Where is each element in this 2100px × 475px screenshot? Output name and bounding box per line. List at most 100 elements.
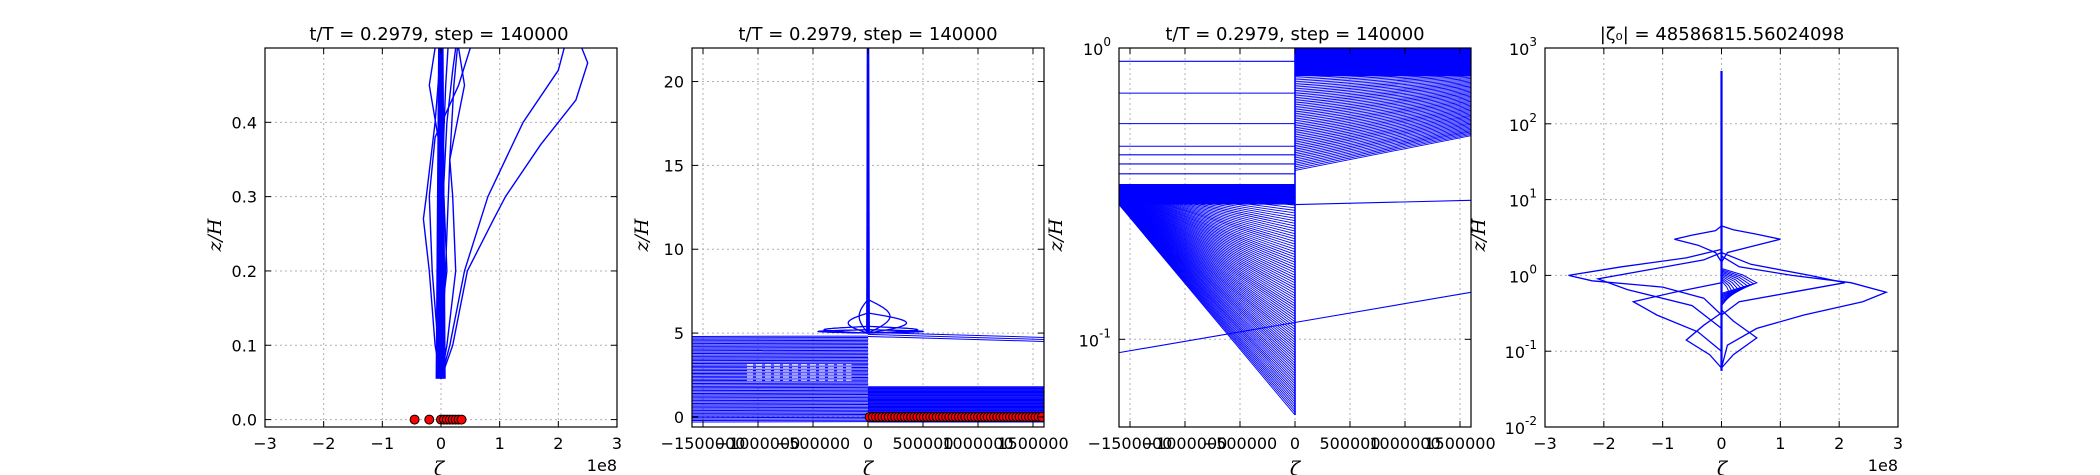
fan-line <box>1119 191 1296 273</box>
fan-block <box>1119 184 1295 205</box>
y-tick-exponent: 0 <box>1529 262 1537 276</box>
x-tick-label: 0 <box>863 434 873 453</box>
y-tick-label: 5 <box>674 324 684 343</box>
fan-line <box>1294 79 1471 93</box>
data-point <box>456 414 467 425</box>
fan-line <box>1294 118 1471 148</box>
profile-line <box>442 48 446 379</box>
fan-line <box>1294 122 1471 154</box>
fan-line <box>1294 114 1471 143</box>
fan-line <box>1119 195 1296 312</box>
data-layer <box>692 48 1044 423</box>
fan-line <box>1119 191 1296 276</box>
cross-line <box>1294 199 1471 206</box>
fan-line <box>1294 109 1471 136</box>
profile-line <box>1720 225 1781 263</box>
fan-line <box>1119 193 1296 292</box>
x-tick-label: −2 <box>312 434 336 453</box>
y-tick-exponent: -2 <box>1525 414 1537 428</box>
panel-1-title: t/T = 0.2979, step = 140000 <box>309 24 568 45</box>
fan-line <box>1119 192 1296 286</box>
fan-line <box>1294 103 1471 127</box>
fan-line <box>1119 195 1296 315</box>
fan-line <box>1294 107 1471 132</box>
y-tick-label: 0.2 <box>232 262 257 281</box>
fan-line <box>1119 197 1296 336</box>
fan-line <box>1119 192 1296 284</box>
fan-line <box>1119 199 1296 361</box>
profile-line <box>1595 251 1722 329</box>
fan-line <box>1294 88 1471 106</box>
profile-line <box>1721 251 1846 316</box>
x-tick-label: 2 <box>1834 434 1844 453</box>
fan-line <box>1294 84 1471 100</box>
y-tick-label: 20 <box>664 73 684 92</box>
x-tick-label: 1000000 <box>1369 434 1440 453</box>
profile-line <box>440 48 589 379</box>
panel-4-title: |ζ₀| = 48586815.56024098 <box>1600 24 1845 45</box>
fan-line <box>1294 97 1471 118</box>
fan-line <box>1294 78 1471 92</box>
panel-4-ylabel: z/H <box>1468 218 1490 252</box>
x-tick-label: −1500000 <box>1088 434 1173 453</box>
panel-3-title: t/T = 0.2979, step = 140000 <box>1165 24 1424 45</box>
y-tick-label: 0.0 <box>232 411 257 430</box>
y-tick-label: 10 <box>664 240 684 259</box>
fan-line <box>1294 99 1471 122</box>
fan-line <box>1294 75 1471 88</box>
fan-line <box>1294 119 1471 150</box>
x-tick-label: −1000000 <box>716 434 801 453</box>
fan-line <box>1294 85 1471 102</box>
y-tick-exponent: -1 <box>1099 326 1111 340</box>
profile-line <box>440 48 565 379</box>
profile-line <box>440 48 466 379</box>
profile-line <box>1685 312 1722 369</box>
fan-line <box>1294 106 1471 131</box>
fan-line <box>1119 193 1296 297</box>
x-tick-label: −1 <box>1651 434 1675 453</box>
fan-line <box>1294 133 1471 170</box>
band-line <box>867 335 1044 342</box>
profile-line <box>1721 271 1750 298</box>
fan-line <box>1119 191 1296 271</box>
fan-line <box>1119 197 1296 341</box>
fan-line <box>1119 199 1296 364</box>
x-tick-label: 3 <box>612 434 622 453</box>
fan-line <box>1119 193 1296 294</box>
panel-2-xlabel: ζ <box>863 458 875 475</box>
fan-line <box>1294 130 1471 164</box>
y-tick-label: 0.1 <box>232 336 257 355</box>
fan-line <box>1294 127 1471 161</box>
fan-line <box>1294 113 1471 141</box>
fan-line <box>1294 89 1471 107</box>
y-tick-exponent: 3 <box>1529 35 1537 49</box>
fan-line <box>1119 196 1296 330</box>
fan-line <box>1294 123 1471 155</box>
fan-line <box>1119 192 1296 279</box>
fan-line <box>1119 197 1296 333</box>
panel-2-title: t/T = 0.2979, step = 140000 <box>738 24 997 45</box>
y-tick-label: 0.4 <box>232 113 257 132</box>
profile-line <box>1631 282 1722 352</box>
profile-line <box>1721 269 1756 295</box>
plot-area-3: −1500000−1000000−500000 0 5000001000000150… <box>1079 35 1496 453</box>
fan-line <box>1294 90 1471 109</box>
panel-4-xlabel: ζ <box>1717 458 1729 475</box>
fan-line <box>1119 197 1296 338</box>
spike-line <box>868 48 870 334</box>
x-tick-label: −500000 <box>1203 434 1277 453</box>
fan-line <box>1294 128 1471 162</box>
x-tick-label: −1500000 <box>661 434 746 453</box>
x-tick-label: −500000 <box>776 434 850 453</box>
fan-line <box>1294 117 1471 147</box>
fan-line <box>1294 102 1471 125</box>
x-tick-label: 1000000 <box>942 434 1013 453</box>
fan-line <box>1294 86 1471 104</box>
fan-line <box>1294 121 1471 152</box>
fan-line <box>1294 104 1471 129</box>
y-tick-exponent: 1 <box>1529 187 1537 201</box>
fan-line <box>1119 194 1296 307</box>
fan-line <box>1294 81 1471 97</box>
fan-line <box>1294 112 1471 139</box>
fan-line <box>1119 195 1296 317</box>
